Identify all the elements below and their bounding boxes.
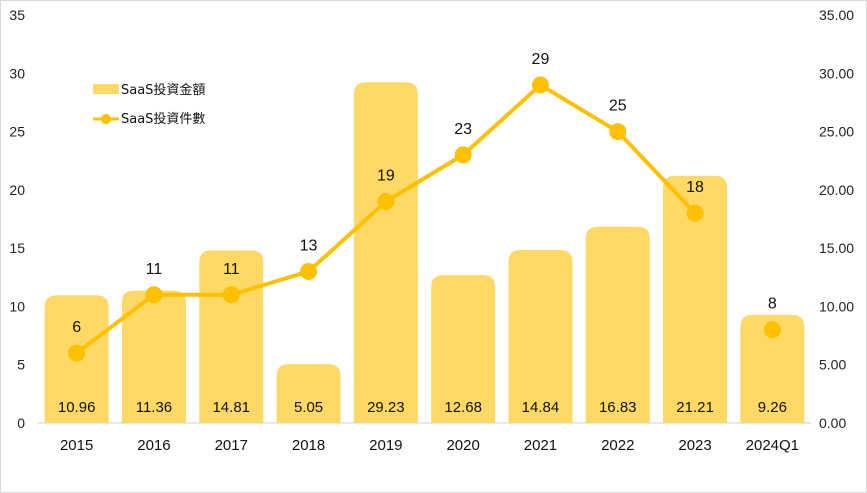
bar (508, 250, 573, 423)
x-axis-tick: 2020 (446, 437, 479, 454)
legend: SaaS投資金額 SaaS投資件數 (93, 82, 205, 127)
line-value-label: 8 (768, 296, 777, 313)
right-axis-tick: 30.00 (819, 65, 854, 81)
bar-value-labels: 10.96 11.36 14.81 5.05 29.23 12.68 14.84 16.83 2… (58, 399, 787, 416)
line-point (300, 262, 318, 280)
bar-value-label: 16.83 (599, 399, 637, 416)
bar-value-label: 12.68 (444, 399, 482, 416)
x-axis-tick: 2018 (292, 437, 325, 454)
line-value-label: 18 (686, 179, 704, 196)
line-point (145, 286, 163, 304)
x-axis-tick: 2021 (524, 437, 557, 454)
line-series (68, 76, 781, 362)
bar-value-label: 9.26 (758, 399, 787, 416)
line-point (68, 344, 86, 362)
left-axis-tick: 20 (9, 182, 25, 198)
line-value-label: 19 (377, 168, 395, 185)
line-point (222, 286, 240, 304)
x-axis-tick: 2016 (137, 437, 170, 454)
x-axis-tick: 2017 (215, 437, 248, 454)
bar-value-label: 10.96 (58, 399, 96, 416)
line-value-labels: 6 11 11 13 19 23 29 25 18 8 (72, 51, 777, 336)
bar (585, 226, 650, 423)
bar (740, 315, 805, 423)
line-point (609, 123, 627, 141)
line-value-label: 29 (532, 51, 550, 68)
axes: 0 5 10 15 20 25 30 35 0.00 5.00 10.00 15.00 20.00 25.… (9, 7, 854, 454)
bar-value-label: 14.84 (522, 399, 560, 416)
right-axis-tick: 25.00 (819, 124, 854, 140)
right-axis-tick: 10.00 (819, 298, 854, 314)
bar (663, 175, 728, 423)
line-point (531, 76, 549, 94)
bar (121, 290, 186, 423)
right-axis-tick: 0.00 (819, 415, 846, 431)
line-value-label: 25 (609, 98, 627, 115)
bar-series (44, 82, 805, 423)
bar-value-label: 11.36 (136, 399, 172, 416)
left-axis-tick: 0 (17, 415, 25, 431)
left-axis-tick: 10 (9, 298, 25, 314)
line-value-label: 6 (72, 319, 81, 336)
legend-line-marker (101, 114, 111, 124)
right-axis-tick: 5.00 (819, 357, 846, 373)
x-axis-tick: 2022 (601, 437, 634, 454)
line-value-label: 11 (146, 261, 163, 278)
right-axis-tick: 20.00 (819, 182, 854, 198)
bar (353, 82, 418, 423)
bar-value-label: 21.21 (676, 399, 714, 416)
left-axis-tick: 35 (9, 7, 25, 23)
bar-value-label: 14.81 (212, 399, 250, 416)
bar-value-label: 29.23 (367, 399, 405, 416)
line-value-label: 13 (300, 237, 318, 254)
line-point (377, 193, 395, 211)
bar (276, 364, 341, 423)
line-point (763, 321, 781, 339)
x-axis-tick: 2024Q1 (746, 437, 799, 454)
line-point (686, 204, 704, 222)
bar-value-label: 5.05 (294, 399, 323, 416)
legend-bar-swatch (93, 84, 119, 94)
x-axis-tick: 2019 (369, 437, 402, 454)
legend-line-label: SaaS投資件數 (121, 111, 205, 127)
right-axis-tick: 15.00 (819, 240, 854, 256)
right-axis-tick: 35.00 (819, 7, 854, 23)
left-axis-tick: 15 (9, 240, 25, 256)
left-axis-tick: 5 (17, 357, 25, 373)
line-point (454, 146, 472, 164)
x-axis-tick: 2023 (678, 437, 711, 454)
x-axis-tick: 2015 (60, 437, 93, 454)
line-value-label: 11 (223, 261, 240, 278)
line-value-label: 23 (454, 121, 472, 138)
left-axis-tick: 30 (9, 65, 25, 81)
left-axis-tick: 25 (9, 124, 25, 140)
legend-bar-label: SaaS投資金額 (121, 82, 205, 98)
bar (431, 275, 496, 423)
